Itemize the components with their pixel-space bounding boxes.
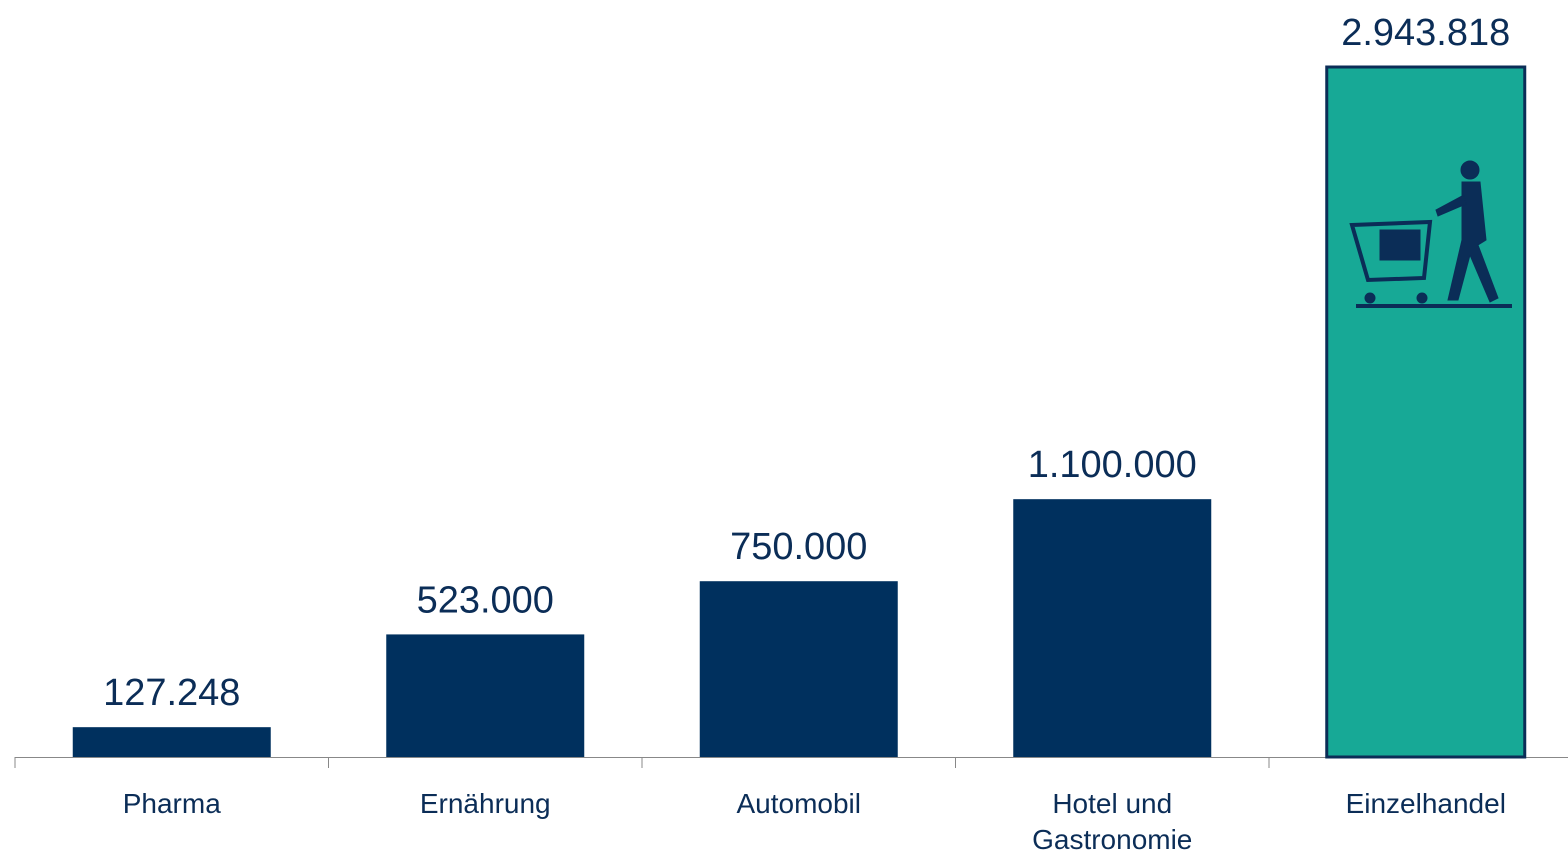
x-tick-label: Hotel und Gastronomie <box>1032 788 1193 855</box>
x-tick-label: Einzelhandel <box>1345 788 1506 819</box>
icon-arm <box>1435 194 1467 217</box>
value-label: 750.000 <box>730 526 867 568</box>
icon-wheel <box>1364 292 1376 304</box>
value-label: 523.000 <box>417 579 554 621</box>
icon-head <box>1460 160 1480 180</box>
shopper-icon <box>1349 160 1512 308</box>
bar <box>1013 499 1212 757</box>
value-label: 127.248 <box>103 672 240 714</box>
bar <box>72 727 271 757</box>
bar <box>1325 65 1527 759</box>
bar <box>386 634 585 757</box>
bar <box>699 581 898 757</box>
x-tick-label: Ernährung <box>419 788 551 819</box>
x-tick-label: Pharma <box>122 788 221 819</box>
value-label: 2.943.818 <box>1341 12 1510 54</box>
icon-body <box>1447 181 1499 303</box>
icon-goods <box>1379 229 1421 261</box>
icon-wheel <box>1416 292 1428 304</box>
value-label: 1.100.000 <box>1028 444 1197 486</box>
x-tick-label: Automobil <box>736 788 861 819</box>
icon-cart <box>1349 219 1433 283</box>
